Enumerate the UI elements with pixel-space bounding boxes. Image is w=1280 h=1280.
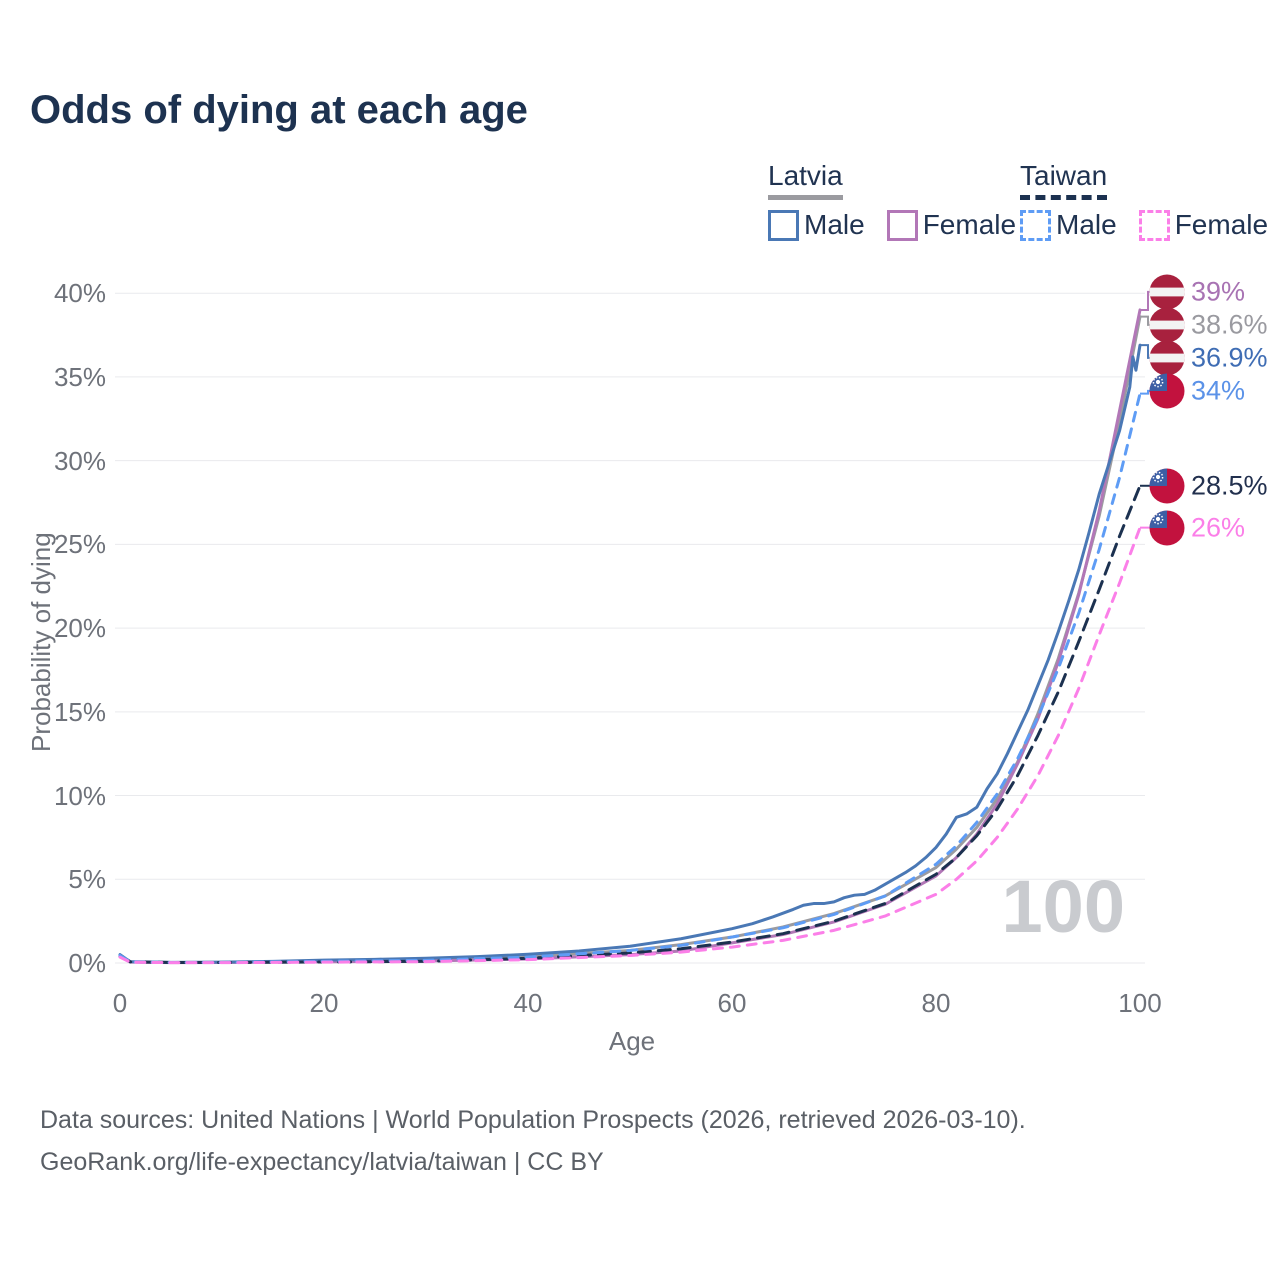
legend-taiwan-male[interactable]: Male [1020, 209, 1117, 241]
legend-latvia-female[interactable]: Female [886, 209, 1017, 241]
taiwan-flag-icon [1149, 510, 1185, 546]
x-tick-40: 40 [513, 988, 543, 1018]
y-axis-title: Probability of dying [26, 532, 56, 752]
latvia-flag-icon [1149, 307, 1185, 343]
y-tick-20: 20% [53, 613, 106, 644]
legend-taiwan-items: Male Female [1020, 209, 1268, 241]
legend-group-latvia: Latvia Male Female [768, 160, 1016, 241]
legend-taiwan-male-label: Male [1056, 209, 1117, 240]
legend-group-taiwan: Taiwan Male Female [1020, 160, 1268, 241]
legend-taiwan-female[interactable]: Female [1138, 209, 1269, 241]
latvia-flag-icon [1149, 340, 1185, 376]
legend-latvia-female-label: Female [922, 209, 1017, 240]
y-tick-10: 10% [53, 780, 106, 811]
end-label-latvia: 38.6% [1191, 309, 1268, 340]
x-tick-0: 0 [112, 988, 128, 1018]
y-tick-25: 25% [53, 529, 106, 560]
age-watermark: 100 [1001, 865, 1125, 948]
y-tick-30: 30% [53, 445, 106, 476]
latvia-male-swatch-icon [768, 209, 799, 241]
latvia-flag-icon [1149, 274, 1185, 310]
x-tick-80: 80 [921, 988, 951, 1018]
end-label-latvia-male: 36.9% [1191, 342, 1268, 373]
legend-latvia-male[interactable]: Male [768, 209, 865, 241]
x-tick-100: 100 [1118, 988, 1162, 1018]
legend-taiwan-female-label: Female [1174, 209, 1269, 240]
legend-taiwan-label[interactable]: Taiwan [1020, 160, 1108, 200]
taiwan-flag-icon [1149, 373, 1185, 409]
end-label-latvia-female: 39% [1191, 276, 1246, 307]
legend-latvia-items: Male Female [768, 209, 1016, 241]
legend-latvia-male-label: Male [804, 209, 865, 240]
legend-latvia-label[interactable]: Latvia [768, 160, 843, 200]
taiwan-female-swatch-icon [1138, 209, 1170, 241]
x-tick-60: 60 [717, 988, 747, 1018]
end-label-taiwan-male: 34% [1191, 375, 1246, 406]
latvia-female-swatch-icon [886, 209, 918, 241]
data-source-note: Data sources: United Nations | World Pop… [40, 1106, 1026, 1134]
y-tick-5: 5% [68, 864, 106, 895]
y-tick-0: 0% [68, 948, 106, 978]
y-tick-35: 35% [53, 361, 106, 392]
x-axis-title: Age [608, 1026, 656, 1056]
taiwan-male-swatch-icon [1020, 209, 1051, 241]
end-label-taiwan-female: 26% [1191, 512, 1246, 543]
taiwan-flag-icon [1149, 468, 1185, 504]
y-tick-15: 15% [53, 696, 106, 727]
x-tick-20: 20 [309, 988, 339, 1018]
end-label-taiwan: 28.5% [1191, 470, 1268, 501]
y-tick-40: 40% [53, 278, 106, 309]
attribution-note: GeoRank.org/life-expectancy/latvia/taiwa… [40, 1148, 604, 1176]
chart-title: Odds of dying at each age [30, 88, 528, 132]
